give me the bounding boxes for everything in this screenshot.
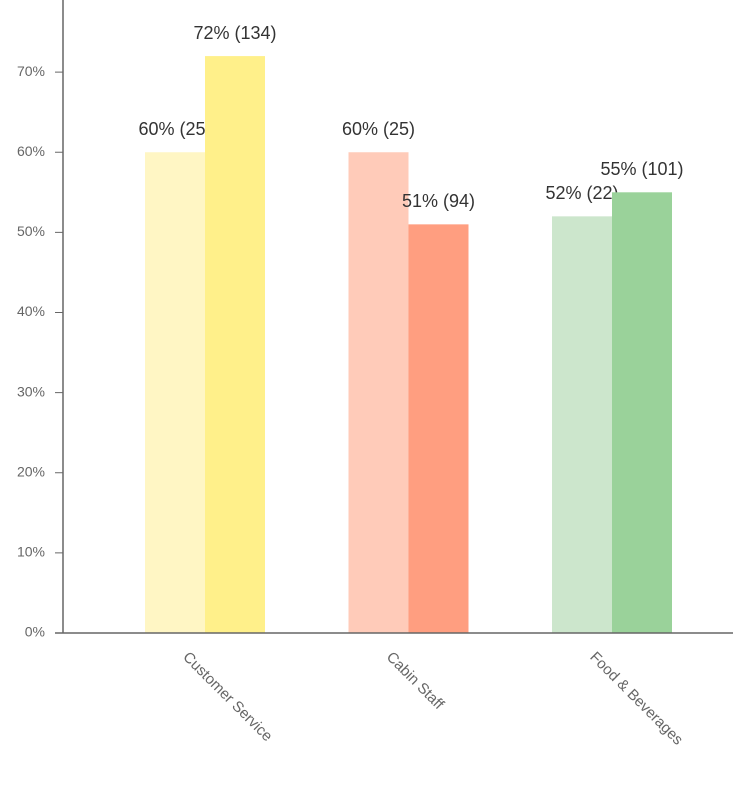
y-tick-label: 70% xyxy=(17,63,45,79)
x-tick-label: Customer Service xyxy=(179,649,275,745)
y-tick-label: 60% xyxy=(17,143,45,159)
bar xyxy=(552,216,612,633)
y-tick-label: 0% xyxy=(25,624,45,640)
x-tick-label: Food & Beverages xyxy=(586,649,686,749)
value-label: 51% (94) xyxy=(402,191,475,211)
value-label: 72% (134) xyxy=(193,23,276,43)
value-label: 60% (25) xyxy=(342,119,415,139)
value-label: 55% (101) xyxy=(600,159,683,179)
y-tick-label: 50% xyxy=(17,223,45,239)
x-tick-label: Cabin Staff xyxy=(383,649,448,714)
y-tick-label: 40% xyxy=(17,303,45,319)
bar xyxy=(408,224,469,633)
value-label: 60% (25) xyxy=(138,119,211,139)
bar xyxy=(205,56,265,633)
y-tick-label: 10% xyxy=(17,544,45,560)
bar xyxy=(348,152,409,633)
y-tick-label: 30% xyxy=(17,383,45,399)
bar xyxy=(612,192,672,633)
value-label: 52% (22) xyxy=(545,183,618,203)
bar xyxy=(145,152,205,633)
y-tick-label: 20% xyxy=(17,463,45,479)
